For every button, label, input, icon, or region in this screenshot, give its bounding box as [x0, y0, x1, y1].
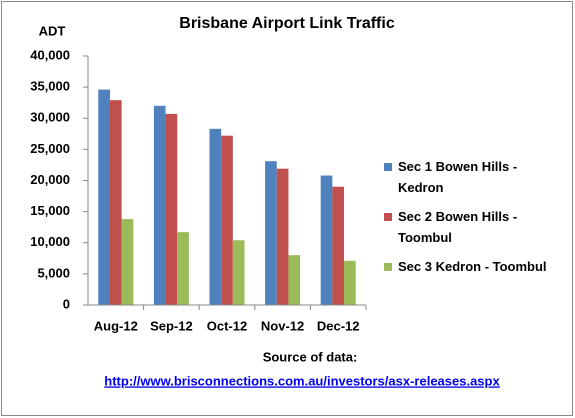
bar	[177, 232, 189, 305]
bar	[221, 135, 233, 305]
bar	[121, 219, 134, 305]
y-tick-label: 40,000	[30, 47, 70, 62]
x-tick-label: Aug-12	[94, 318, 138, 333]
legend-item: Sec 2 Bowen Hills - Toombul	[384, 206, 564, 248]
legend-item: Sec 3 Kedron - Toombul	[384, 256, 564, 277]
legend-label: Sec 1 Bowen Hills - Kedron	[398, 159, 518, 195]
bar	[344, 260, 356, 305]
bar	[332, 186, 345, 305]
x-tick-label: Dec-12	[317, 318, 360, 333]
y-tick-label: 30,000	[30, 110, 70, 125]
bar	[288, 255, 301, 305]
legend-swatch	[384, 263, 392, 271]
bar	[320, 175, 333, 305]
bar	[109, 100, 122, 305]
source-label: Source of data:	[263, 349, 358, 364]
legend-label: Sec 3 Kedron - Toombul	[398, 259, 547, 274]
bar	[165, 113, 178, 305]
y-tick-label: 5,000	[37, 265, 70, 280]
legend-label: Sec 2 Bowen Hills - Toombul	[398, 209, 518, 245]
legend-item: Sec 1 Bowen Hills - Kedron	[384, 156, 564, 198]
y-tick-label: 0	[63, 296, 70, 311]
chart-title: Brisbane Airport Link Traffic	[179, 15, 395, 32]
bar	[153, 105, 166, 305]
bar	[276, 168, 289, 305]
bar	[209, 128, 222, 305]
bar	[232, 240, 245, 305]
bar	[265, 161, 277, 305]
y-axis-title: ADT	[39, 23, 66, 38]
y-tick-label: 35,000	[30, 79, 70, 94]
x-tick-label: Nov-12	[261, 318, 304, 333]
y-tick-label: 10,000	[30, 234, 70, 249]
legend-swatch	[384, 163, 392, 171]
x-tick-label: Oct-12	[207, 318, 247, 333]
bar	[98, 89, 110, 306]
y-tick-label: 25,000	[30, 141, 70, 156]
legend: Sec 1 Bowen Hills - Kedron Sec 2 Bowen Hi…	[384, 156, 564, 285]
y-tick-label: 20,000	[30, 172, 70, 187]
x-tick-label: Sep-12	[150, 318, 193, 333]
y-tick-label: 15,000	[30, 203, 70, 218]
source-link[interactable]: http://www.brisconnections.com.au/invest…	[104, 373, 500, 388]
legend-swatch	[384, 213, 392, 221]
